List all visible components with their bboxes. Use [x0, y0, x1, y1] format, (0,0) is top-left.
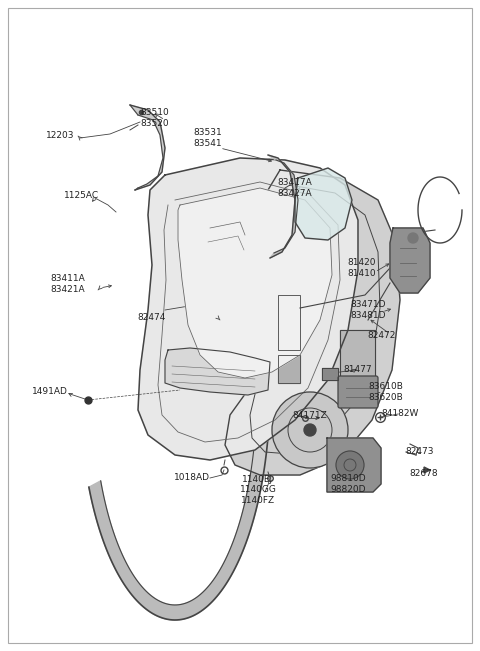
- Text: 98810D
98820D: 98810D 98820D: [330, 475, 366, 493]
- Polygon shape: [322, 368, 338, 380]
- Text: 82473: 82473: [406, 447, 434, 456]
- Text: 1018AD: 1018AD: [174, 473, 210, 482]
- Text: 83510
83520: 83510 83520: [141, 108, 169, 128]
- Text: 83531
83541: 83531 83541: [193, 128, 222, 148]
- Polygon shape: [390, 228, 430, 293]
- Text: 81420
81410: 81420 81410: [348, 258, 376, 278]
- Polygon shape: [130, 105, 165, 190]
- Bar: [278, 355, 300, 383]
- Circle shape: [272, 392, 348, 468]
- Polygon shape: [424, 467, 430, 473]
- Text: 83417A
83427A: 83417A 83427A: [277, 178, 312, 198]
- Text: 1125AC: 1125AC: [64, 191, 99, 201]
- FancyBboxPatch shape: [338, 376, 378, 408]
- Circle shape: [408, 233, 418, 243]
- Bar: [340, 330, 375, 382]
- Polygon shape: [225, 170, 400, 475]
- Bar: [278, 355, 300, 383]
- Text: 82474: 82474: [138, 314, 166, 322]
- Text: 84171Z: 84171Z: [293, 411, 327, 421]
- Polygon shape: [165, 348, 270, 395]
- Text: 83411A
83421A: 83411A 83421A: [50, 274, 85, 294]
- Polygon shape: [327, 438, 381, 492]
- Text: 1140EJ
1140GG
1140FZ: 1140EJ 1140GG 1140FZ: [240, 475, 276, 505]
- Text: 84182W: 84182W: [381, 409, 419, 419]
- Bar: [278, 295, 300, 350]
- Bar: [340, 330, 375, 382]
- Circle shape: [336, 451, 364, 479]
- Text: 12203: 12203: [46, 132, 74, 141]
- Text: 81477: 81477: [344, 365, 372, 374]
- Polygon shape: [268, 155, 298, 258]
- Text: 83471D
83481D: 83471D 83481D: [350, 300, 386, 320]
- Circle shape: [304, 424, 316, 436]
- Text: 1491AD: 1491AD: [32, 387, 68, 396]
- Polygon shape: [138, 158, 358, 460]
- Polygon shape: [89, 311, 270, 620]
- Text: 82678: 82678: [410, 469, 438, 478]
- Polygon shape: [178, 188, 332, 378]
- Text: 82472: 82472: [368, 331, 396, 340]
- Polygon shape: [295, 168, 352, 240]
- Bar: [278, 295, 300, 350]
- Text: 83610B
83620B: 83610B 83620B: [369, 382, 403, 402]
